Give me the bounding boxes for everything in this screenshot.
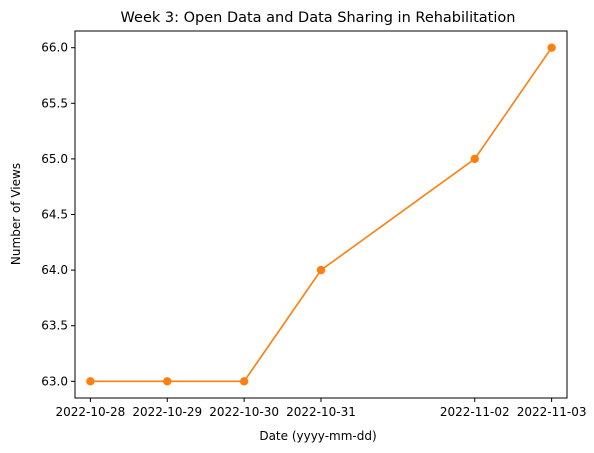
- y-axis-label: Number of Views: [9, 163, 23, 265]
- data-point: [239, 377, 249, 386]
- chart-title: Week 3: Open Data and Data Sharing in Re…: [121, 10, 516, 26]
- x-tick-label: 2022-10-28: [56, 405, 126, 419]
- y-tick-label: 63.0: [41, 374, 68, 388]
- x-tick-label: 2022-10-30: [209, 405, 279, 419]
- series-group: [86, 43, 556, 386]
- y-tick-label: 64.0: [41, 263, 68, 277]
- x-tick-label: 2022-11-03: [517, 405, 587, 419]
- x-tick-label: 2022-11-02: [440, 405, 510, 419]
- data-point: [547, 43, 556, 52]
- y-tick-label: 65.0: [41, 152, 68, 166]
- x-axis-label: Date (yyyy-mm-dd): [259, 429, 376, 443]
- y-tick-label: 63.5: [41, 319, 68, 333]
- data-point: [86, 377, 95, 386]
- x-tick-label: 2022-10-29: [132, 405, 202, 419]
- x-tick-label: 2022-10-31: [286, 405, 356, 419]
- series-line: [90, 47, 553, 383]
- y-tick-label: 64.5: [41, 208, 68, 222]
- data-point: [163, 377, 172, 386]
- data-point: [470, 154, 479, 164]
- y-tick-label: 65.5: [41, 96, 68, 110]
- y-axis: 63.0 63.5 64.0 64.5 65.0 65.5 66.0: [41, 41, 75, 388]
- y-tick-label: 66.0: [41, 41, 68, 55]
- data-point: [316, 265, 326, 275]
- x-axis: 2022-10-28 2022-10-29 2022-10-30 2022-10-31…: [56, 398, 587, 419]
- plot-area: [74, 30, 568, 399]
